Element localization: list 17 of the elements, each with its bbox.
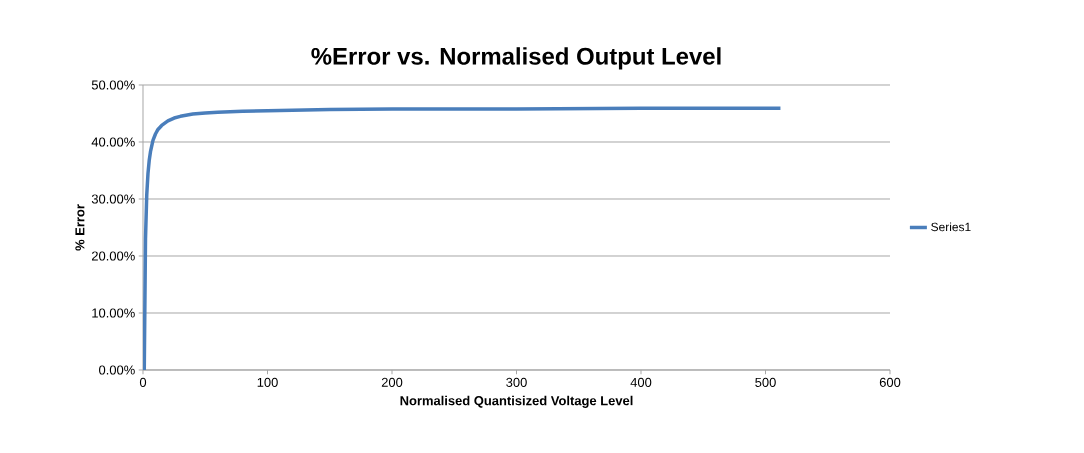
x-tick-label: 0: [139, 377, 147, 387]
y-tick-label: 0.00%: [99, 365, 135, 375]
x-tick-label: 200: [381, 377, 403, 387]
y-tick-label: 30.00%: [91, 194, 135, 204]
chart-title: %Error vs. Normalised Output Level: [311, 47, 721, 70]
y-tick-label: 50.00%: [91, 80, 135, 90]
y-axis-title: % Error: [75, 204, 85, 251]
x-tick-label: 400: [630, 377, 652, 387]
x-tick-label: 500: [755, 377, 776, 387]
x-tick-label: 100: [257, 377, 278, 387]
legend-label: Series1: [931, 222, 971, 232]
y-tick-label: 40.00%: [91, 137, 135, 147]
x-tick-label: 600: [879, 377, 901, 387]
x-axis-title: Normalised Quantisized Voltage Level: [400, 395, 633, 408]
y-tick-label: 20.00%: [91, 251, 135, 261]
x-tick-label: 300: [506, 377, 527, 387]
y-tick-label: 10.00%: [92, 308, 135, 318]
